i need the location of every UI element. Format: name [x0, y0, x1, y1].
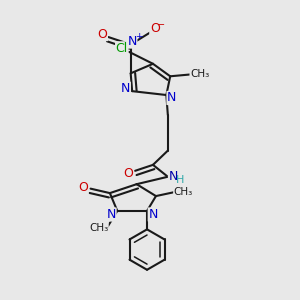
- Text: Cl: Cl: [116, 42, 128, 55]
- Text: +: +: [135, 32, 143, 41]
- Text: CH₃: CH₃: [190, 69, 209, 79]
- Text: O: O: [98, 28, 107, 40]
- Text: N: N: [148, 208, 158, 221]
- Text: O: O: [78, 181, 88, 194]
- Text: CH₃: CH₃: [174, 187, 193, 196]
- Text: H: H: [176, 175, 184, 185]
- Text: N: N: [167, 92, 176, 104]
- Text: O: O: [123, 167, 133, 180]
- Text: N: N: [169, 170, 178, 183]
- Text: N: N: [107, 208, 116, 221]
- Text: −: −: [157, 20, 165, 30]
- Text: CH₃: CH₃: [89, 223, 108, 233]
- Text: O: O: [150, 22, 160, 34]
- Text: N: N: [128, 35, 137, 48]
- Text: N: N: [121, 82, 130, 95]
